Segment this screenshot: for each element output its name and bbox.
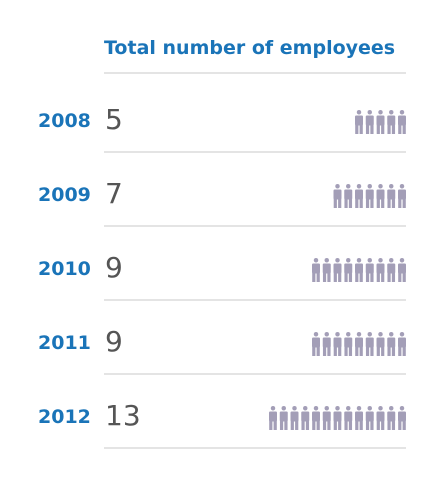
- person-icon: [322, 258, 331, 282]
- person-icon: [333, 406, 342, 430]
- row-2011: 2011 9: [38, 325, 406, 375]
- year-label: 2009: [38, 184, 91, 206]
- person-icon: [376, 184, 385, 208]
- person-icon: [355, 258, 363, 282]
- person-icon: [355, 332, 363, 356]
- person-icon: [365, 406, 374, 430]
- person-icon: [387, 258, 396, 282]
- person-icon: [398, 258, 406, 282]
- person-icon: [376, 258, 385, 282]
- person-icon: [322, 332, 331, 356]
- person-icon: [344, 406, 353, 430]
- row-2009: 2009 7: [38, 177, 406, 227]
- year-label: 2010: [38, 258, 91, 280]
- value-label: 7: [105, 177, 123, 210]
- person-icon: [312, 332, 320, 356]
- person-icon: [355, 184, 363, 208]
- person-icon: [312, 258, 320, 282]
- person-icon: [387, 184, 396, 208]
- person-icon: [398, 110, 406, 134]
- year-label: 2012: [38, 406, 91, 428]
- row-2010: 2010 9: [38, 251, 406, 301]
- person-icon: [387, 332, 396, 356]
- person-icon: [355, 110, 363, 134]
- value-label: 5: [105, 103, 123, 136]
- person-icon: [365, 332, 374, 356]
- row-2008: 2008 5: [38, 103, 406, 153]
- chart-rows: 2008 5 2009 7 2010 9 2011 9 2012 13: [38, 103, 406, 449]
- icon-group: [312, 258, 406, 282]
- year-label: 2011: [38, 332, 91, 354]
- person-icon: [301, 406, 310, 430]
- person-icon: [322, 406, 331, 430]
- person-icon: [387, 110, 396, 134]
- person-icon: [365, 258, 374, 282]
- year-label: 2008: [38, 110, 91, 132]
- person-icon: [290, 406, 299, 430]
- person-icon: [333, 184, 342, 208]
- row-2012: 2012 13: [38, 399, 406, 449]
- value-label: 9: [105, 325, 123, 358]
- person-icon: [344, 258, 353, 282]
- value-label: 9: [105, 251, 123, 284]
- person-icon: [387, 406, 396, 430]
- person-icon: [398, 332, 406, 356]
- chart-title: Total number of employees: [104, 37, 395, 59]
- person-icon: [365, 184, 374, 208]
- icon-group: [333, 184, 406, 208]
- person-icon: [365, 110, 374, 134]
- person-icon: [355, 406, 363, 430]
- person-icon: [333, 258, 342, 282]
- icon-group: [312, 332, 406, 356]
- value-label: 13: [105, 399, 141, 432]
- icon-group: [355, 110, 406, 134]
- person-icon: [344, 184, 353, 208]
- person-icon: [312, 406, 320, 430]
- person-icon: [333, 332, 342, 356]
- person-icon: [344, 332, 353, 356]
- person-icon: [398, 184, 406, 208]
- person-icon: [376, 110, 385, 134]
- person-icon: [269, 406, 277, 430]
- person-icon: [376, 406, 385, 430]
- person-icon: [279, 406, 288, 430]
- icon-group: [269, 406, 406, 430]
- person-icon: [376, 332, 385, 356]
- person-icon: [398, 406, 406, 430]
